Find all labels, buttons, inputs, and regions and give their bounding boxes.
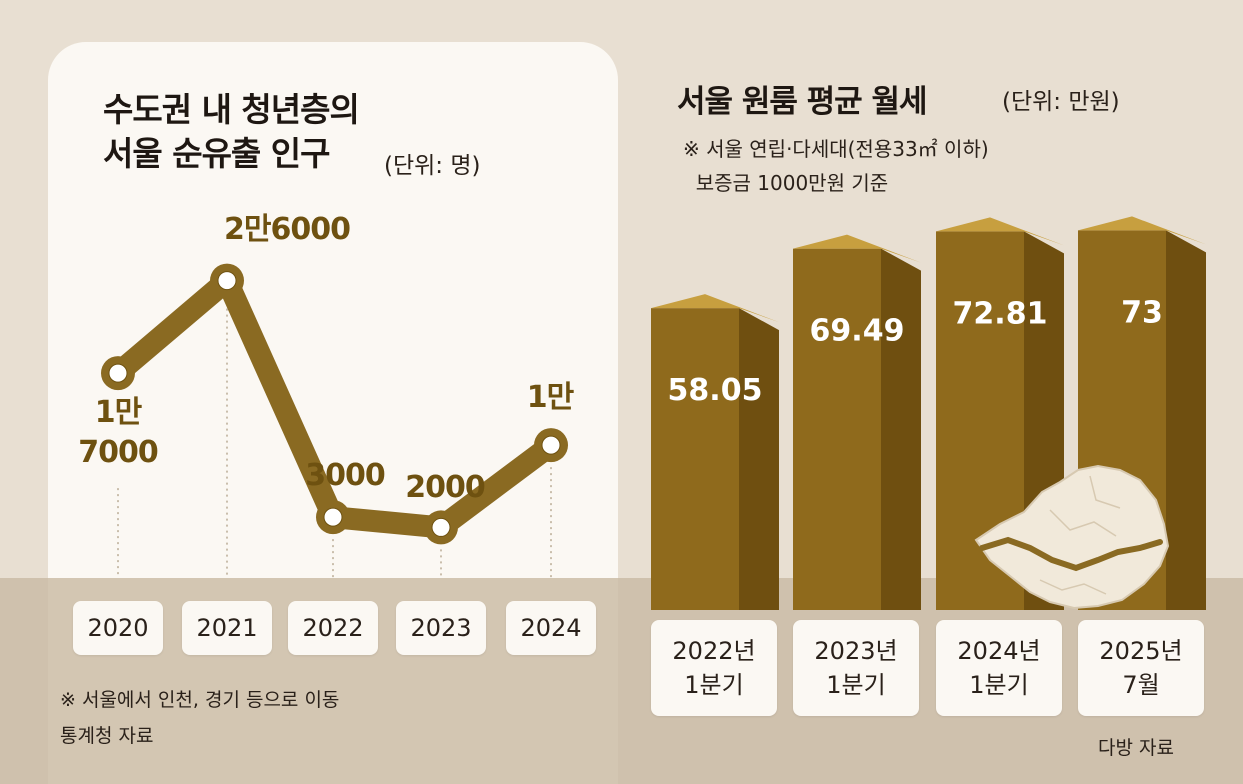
data-label-line: 3000 <box>305 458 386 493</box>
x-tick-label: 2021 <box>182 601 272 655</box>
x-tick-label-line: 2025년 <box>1099 637 1183 665</box>
data-label: 2만6000 <box>207 210 367 250</box>
seoul-map-icon <box>974 464 1170 610</box>
data-label: 1만 7000 <box>58 393 178 473</box>
left-source: 통계청 자료 <box>60 725 154 747</box>
x-tick-label-line: 1분기 <box>684 671 744 699</box>
data-label-line: 2000 <box>405 470 486 505</box>
x-tick-label-line: 2022년 <box>672 637 756 665</box>
bar-value-label: 58.05 <box>668 373 763 408</box>
data-label: 3000 <box>290 456 400 496</box>
bar-front <box>651 308 739 610</box>
left-note: ※ 서울에서 인천, 경기 등으로 이동 <box>60 689 340 711</box>
data-point <box>323 507 343 527</box>
bar-front <box>793 248 881 611</box>
x-tick-label: 2022 <box>288 601 378 655</box>
data-point <box>217 271 237 291</box>
left-title-line1: 수도권 내 청년층의 <box>103 90 360 129</box>
x-tick-label: 2022년 1분기 <box>651 620 777 716</box>
bar-side <box>739 308 779 610</box>
x-tick-label: 2024년 1분기 <box>936 620 1062 716</box>
bar-side <box>881 248 921 611</box>
bar-value-label: 73 <box>1121 295 1163 330</box>
right-panel-title: 서울 원룸 평균 월세 <box>677 84 928 120</box>
bar-top <box>793 234 921 263</box>
bar-top <box>651 294 779 323</box>
left-title-line2: 서울 순유출 인구 <box>103 134 330 173</box>
x-tick-label-line: 2023년 <box>814 637 898 665</box>
left-panel-unit: (단위: 명) <box>384 153 481 179</box>
bar-top <box>936 217 1064 246</box>
data-label-line: 1만 <box>94 395 142 430</box>
x-tick-label: 2024 <box>506 601 596 655</box>
bar: 58.05 <box>651 294 779 610</box>
x-tick-label: 2023년 1분기 <box>793 620 919 716</box>
data-label: 2000 <box>390 468 500 508</box>
x-tick-label: 2025년 7월 <box>1078 620 1204 716</box>
data-point <box>431 517 451 537</box>
data-point <box>108 363 128 383</box>
data-label-line: 7000 <box>78 435 159 470</box>
bar-top <box>1078 216 1206 245</box>
data-point <box>541 435 561 455</box>
right-panel-source: 다방 자료 <box>1098 737 1174 759</box>
right-panel-note: ※ 서울 연립·다세대(전용33㎡ 이하) 보증금 1000만원 기준 <box>683 137 989 195</box>
left-panel-title: 수도권 내 청년층의 서울 순유출 인구 <box>103 88 360 176</box>
bar-value-label: 72.81 <box>953 296 1048 331</box>
x-tick-label: 2020 <box>73 601 163 655</box>
data-label-line: 2만6000 <box>224 212 351 247</box>
x-tick-label-line: 7월 <box>1122 671 1160 699</box>
x-tick-label-line: 2024년 <box>957 637 1041 665</box>
x-tick-label-line: 1분기 <box>826 671 886 699</box>
x-tick-label-line: 1분기 <box>969 671 1029 699</box>
bar: 69.49 <box>793 234 921 611</box>
x-tick-label: 2023 <box>396 601 486 655</box>
bar-value-label: 69.49 <box>810 314 905 349</box>
right-panel-unit: (단위: 만원) <box>1002 89 1120 115</box>
bar-side <box>1166 230 1206 610</box>
data-label-line: 1만 <box>526 380 574 415</box>
left-panel-footnote: ※ 서울에서 인천, 경기 등으로 이동 통계청 자료 <box>60 682 339 754</box>
data-label: 1만 <box>505 378 595 418</box>
